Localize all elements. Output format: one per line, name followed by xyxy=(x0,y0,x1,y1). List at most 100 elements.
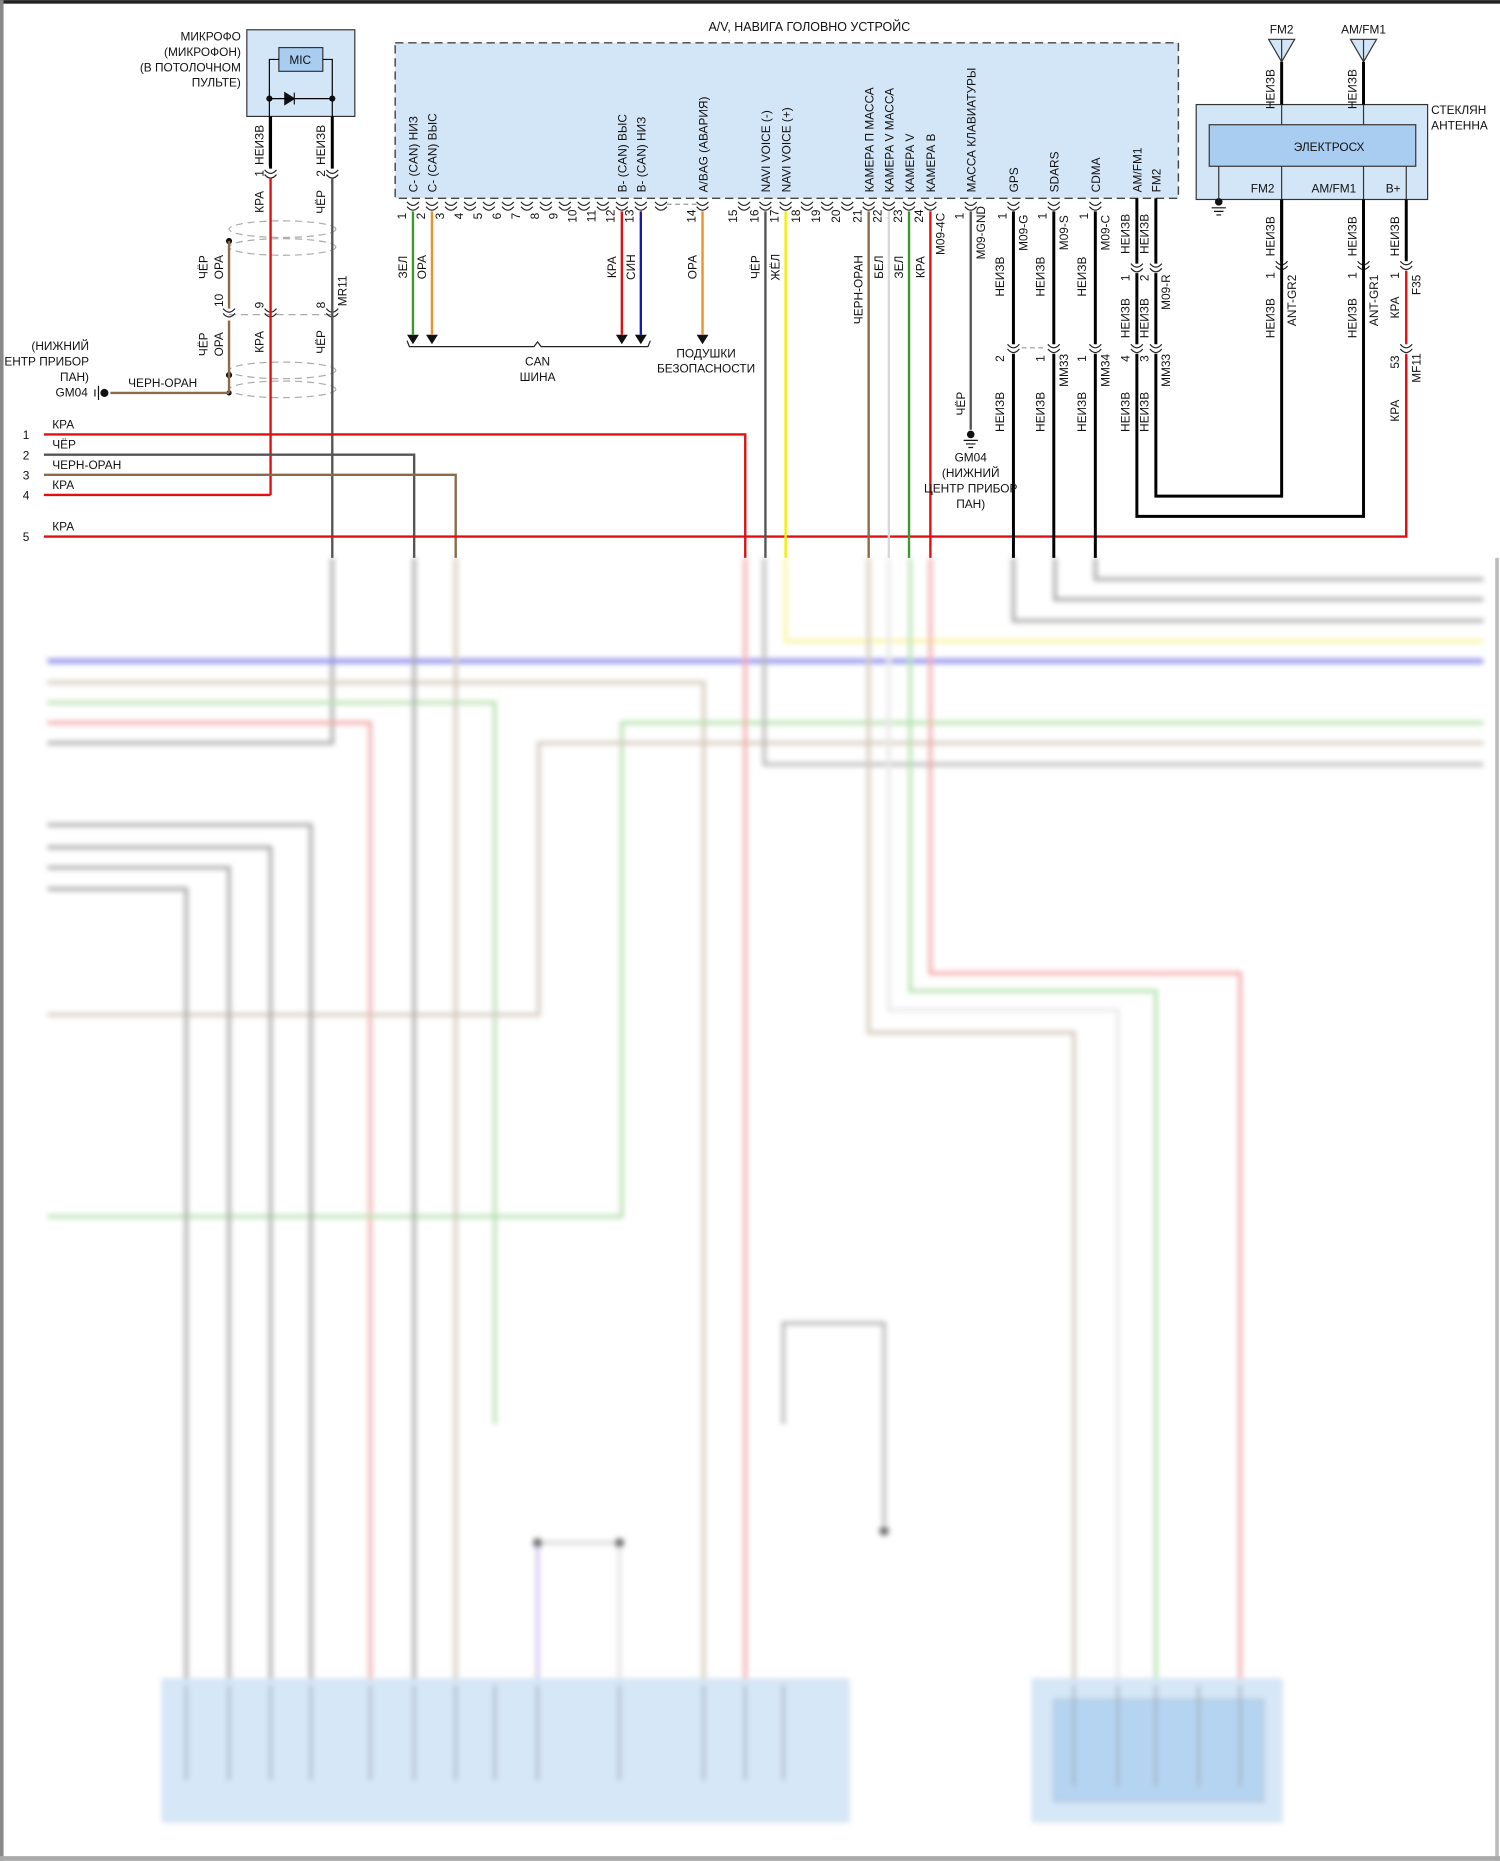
wire-color-label: НЕИЗВ xyxy=(314,125,328,165)
can-bus-label: ШИНА xyxy=(520,370,556,384)
aux-connector-title: CDMA xyxy=(1089,157,1103,192)
pin-function-label: КАМЕРА V xyxy=(903,133,917,192)
wire-color-label: НЕИЗВ xyxy=(1264,69,1278,109)
pin-number: 16 xyxy=(747,209,761,223)
wire-color-label: КРА xyxy=(252,331,266,353)
wire-color-label: ЧЁР xyxy=(197,332,211,356)
harness-line-2 xyxy=(43,453,416,558)
pin-number: 1 xyxy=(995,212,1009,219)
ground-id: GM04 xyxy=(955,451,988,465)
harness-line-number: 2 xyxy=(23,448,30,462)
pin-terminal-icon xyxy=(923,201,937,211)
pin-number: 1 xyxy=(1119,274,1133,281)
blurred-wire xyxy=(781,1321,886,1526)
microphone-name: ПУЛЬТЕ) xyxy=(192,76,241,90)
wire-color-label: НЕИЗВ xyxy=(1138,392,1152,432)
ground-location: ПАН) xyxy=(60,370,89,384)
microphone-name: МИКРОФО xyxy=(180,29,240,43)
am-fm1-antenna-wire xyxy=(1135,199,1366,518)
ground-gm04-icon xyxy=(966,430,975,439)
blurred-wire xyxy=(783,557,1484,643)
pin-number: 4 xyxy=(1119,355,1133,362)
pin-terminal-icon xyxy=(1007,201,1020,211)
aux-connector-title: FM2 xyxy=(1150,169,1164,193)
harness-line-number: 3 xyxy=(23,469,30,483)
ground-location: ПАН) xyxy=(956,497,985,511)
pin-number: 10 xyxy=(212,293,226,307)
microphone-box xyxy=(246,29,356,118)
wire-color-label: НЕИЗВ xyxy=(993,257,1007,297)
airbag-label: ПОДУШКИ xyxy=(676,346,736,360)
pin-terminal-icon xyxy=(654,201,668,211)
wire-color-label: КРА xyxy=(52,418,74,432)
pin-number: 23 xyxy=(891,209,905,223)
pin-function-label: C- (CAN) ВЫС xyxy=(426,113,440,192)
frame-bottom xyxy=(0,1856,1500,1861)
antenna-terminal-label: FM2 xyxy=(1251,181,1275,195)
pin-terminal-icon xyxy=(520,201,534,211)
frame-top xyxy=(0,0,1500,4)
shield-ellipse xyxy=(228,361,337,380)
pin-terminal-icon xyxy=(882,201,896,211)
wire-color-label: КРА xyxy=(913,256,927,278)
pin-terminal-icon xyxy=(539,201,553,211)
connector-id: ANT-GR1 xyxy=(1367,274,1381,326)
pin-number: 2 xyxy=(993,355,1007,362)
pin-number: 24 xyxy=(912,209,926,223)
pin-terminal-icon xyxy=(577,201,591,211)
blurred-dot xyxy=(532,1538,543,1548)
connector-terminal-icon xyxy=(1130,263,1144,273)
pin-number: 1 xyxy=(1033,355,1047,362)
wire-color-label: ЧЕРН-ОРАН xyxy=(52,458,121,472)
ground-symbol-icon xyxy=(963,439,978,449)
wire-color-label: ЧЁР xyxy=(314,190,328,214)
connector-id: F35 xyxy=(1409,274,1423,295)
connector-id: M09-GND xyxy=(974,206,988,259)
blurred-wire xyxy=(47,721,1484,1219)
pin-number: 13 xyxy=(623,209,637,223)
blurred-wire xyxy=(47,680,706,1709)
harness-line-1 xyxy=(43,433,747,558)
pin-number: 22 xyxy=(871,209,885,222)
connector-id: ANT-GR2 xyxy=(1285,275,1299,326)
connector-id: MM33 xyxy=(1159,353,1173,386)
pin-terminal-icon xyxy=(779,201,792,211)
pin-number: 1 xyxy=(1345,272,1359,279)
wire-color-label: БЕЛ xyxy=(872,255,886,278)
head-unit-box xyxy=(394,42,1180,200)
wire-color-label: ЗЕЛ xyxy=(892,256,906,279)
pin-terminal-icon xyxy=(463,201,477,211)
shield-ellipse xyxy=(228,220,337,239)
pin-number: 1 xyxy=(1264,272,1278,279)
wire-color-label: НЕИЗВ xyxy=(1033,392,1047,432)
pin-terminal-icon xyxy=(902,201,916,211)
fm2-antenna-wire xyxy=(1154,199,1284,498)
wire-color-label: ЧЁР xyxy=(52,438,76,452)
connector-terminal-icon xyxy=(222,308,236,318)
pin-function-label: NAVI VOICE (-) xyxy=(759,110,773,192)
pin-function-label: КАМЕРА В xyxy=(924,133,938,192)
wire-color-label: ЧЁР xyxy=(748,255,762,279)
microphone-name: (В ПОТОЛОЧНОМ xyxy=(140,60,241,74)
pin-number: 1 xyxy=(1075,355,1089,362)
connector-id: MF11 xyxy=(1409,353,1423,383)
pin-number: 1 xyxy=(1036,212,1050,219)
ground-icon xyxy=(100,388,109,397)
pin-terminal-icon xyxy=(482,201,496,211)
pin-number: 53 xyxy=(1388,355,1402,369)
pin-function-label: C- (CAN) НИЗ xyxy=(407,116,421,192)
connector-id: M09-S xyxy=(1057,215,1071,250)
pin-terminal-icon xyxy=(737,201,751,211)
pin-number: 5 xyxy=(471,212,485,219)
aux-connector-title: AM/FM1 xyxy=(1131,147,1145,192)
antenna-module-name: СТЕКЛЯН xyxy=(1431,103,1486,117)
aux-connector-title: GPS xyxy=(1007,167,1021,192)
can-bus-bracket xyxy=(406,340,651,348)
pin-terminal-icon xyxy=(820,201,834,211)
pin-terminal-icon xyxy=(501,201,515,211)
wire-color-label: ЧЕРН-ОРАН xyxy=(852,255,866,324)
connector-id: M09-4C xyxy=(934,212,948,255)
connector-id: MR11 xyxy=(336,275,350,306)
pin-number: 3 xyxy=(1138,355,1152,362)
